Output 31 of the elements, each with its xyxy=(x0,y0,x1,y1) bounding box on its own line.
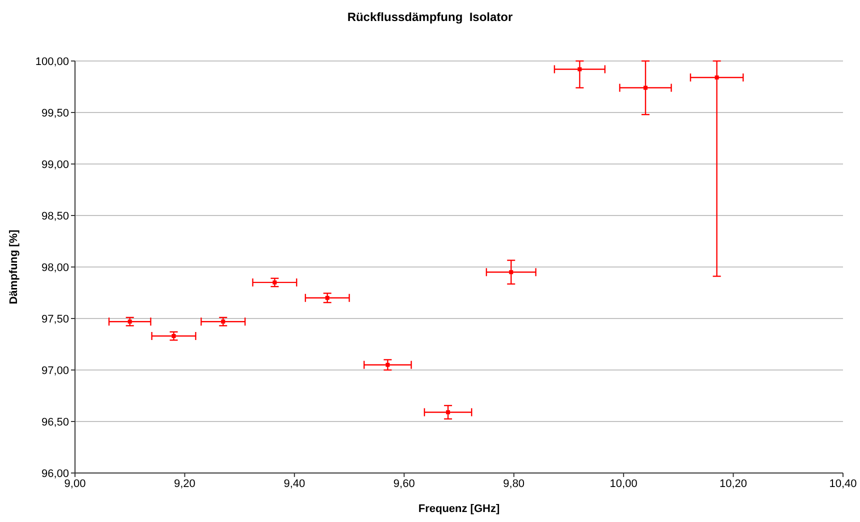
point xyxy=(221,320,226,324)
point xyxy=(578,67,582,72)
x-tick-label: 10,00 xyxy=(610,478,638,490)
y-tick-label: 99,50 xyxy=(41,107,69,120)
point xyxy=(509,270,514,274)
x-tick-label: 9,80 xyxy=(503,478,525,490)
y-tick-label: 98,00 xyxy=(41,262,69,274)
y-tick-label: 97,00 xyxy=(41,364,69,377)
y-tick-label: 99,00 xyxy=(41,158,69,171)
y-axis-title: Dämpfung [%] xyxy=(8,230,20,304)
x-tick-label: 9,60 xyxy=(393,478,415,490)
chart-title: Rückflussdämpfung Isolator xyxy=(346,10,514,24)
x-axis-title: Frequenz [GHz] xyxy=(417,503,501,515)
y-tick-label: 98,50 xyxy=(41,210,69,222)
x-tick-label: 10,20 xyxy=(720,478,748,490)
point xyxy=(446,410,450,414)
y-tick-label: 97,50 xyxy=(41,313,69,326)
point xyxy=(272,280,277,284)
point xyxy=(325,296,330,300)
point xyxy=(714,75,719,80)
x-tick-label: 9,40 xyxy=(284,478,306,490)
point xyxy=(644,86,648,90)
x-tick-label: 9,00 xyxy=(64,478,86,490)
x-tick-label: 9,20 xyxy=(174,478,196,490)
point xyxy=(128,320,132,324)
y-tick-label: 96,00 xyxy=(41,468,69,480)
x-tick-label: 10,40 xyxy=(829,478,857,490)
y-tick-label: 96,50 xyxy=(41,416,69,428)
y-tick-label: 100,00 xyxy=(35,56,69,68)
point xyxy=(172,334,176,338)
point xyxy=(386,362,390,367)
